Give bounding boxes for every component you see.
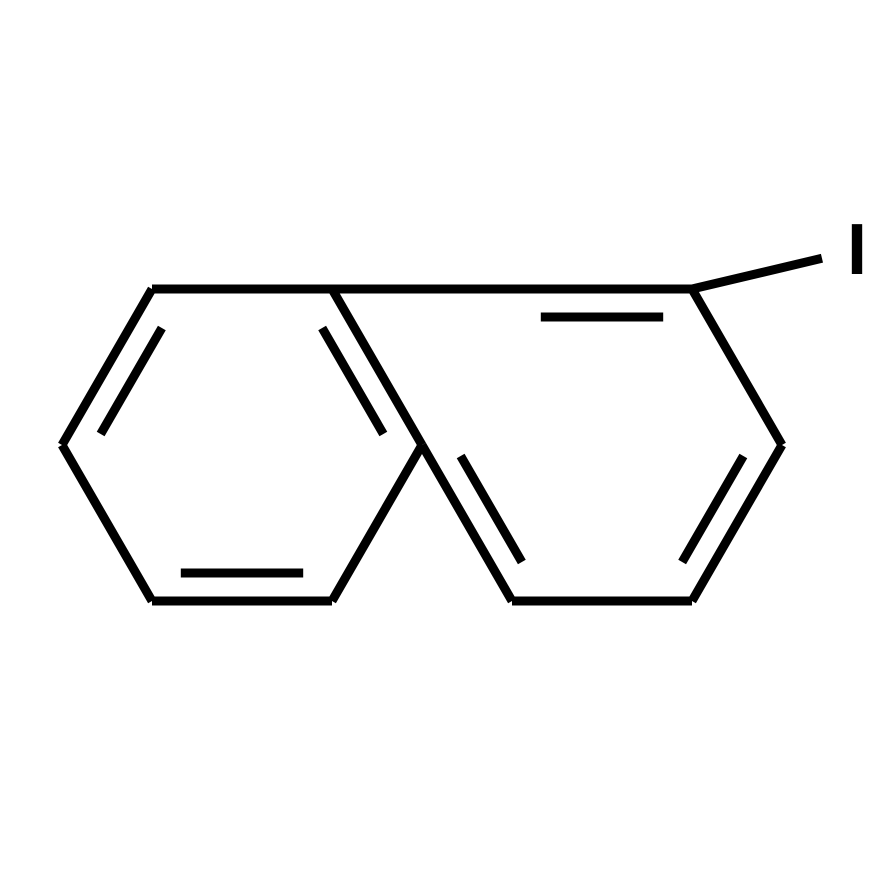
bond-line (332, 445, 422, 601)
bond-line (101, 328, 162, 434)
bond-line (62, 445, 152, 601)
bond-line (692, 289, 782, 445)
bond-line (461, 456, 522, 562)
bond-line (322, 328, 383, 434)
bond-line (692, 258, 822, 289)
atom-label-i: I (847, 210, 867, 290)
molecule-diagram: I (0, 0, 890, 890)
bond-line (682, 456, 743, 562)
